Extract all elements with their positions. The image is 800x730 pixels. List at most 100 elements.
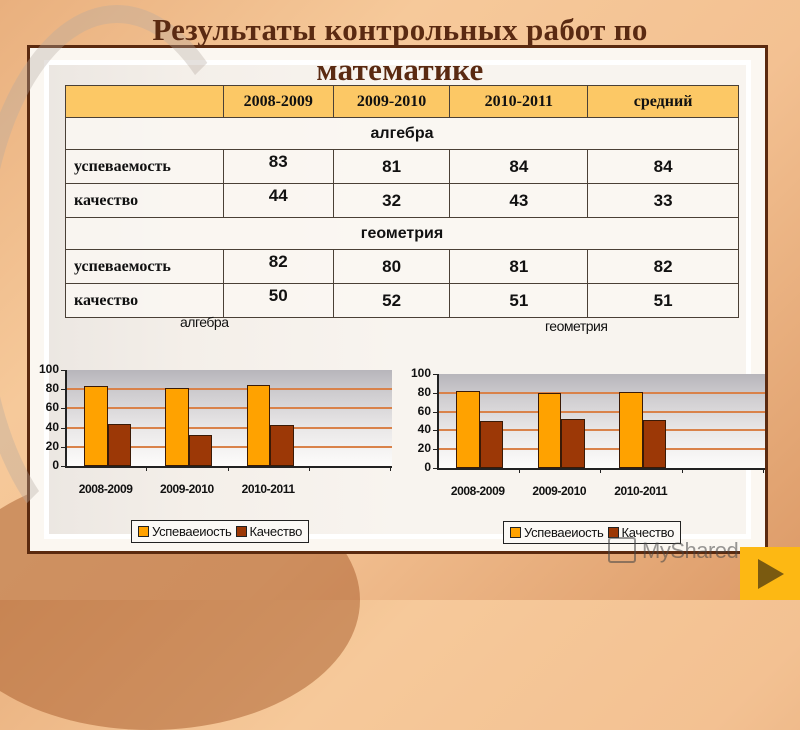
- x-category-label: 2010-2011: [241, 482, 296, 496]
- y-tick-label: 40: [45, 419, 59, 434]
- section-row-geometry: геометрия: [65, 217, 739, 250]
- row-label: качество: [65, 183, 224, 218]
- x-category-label: 2008-2009: [78, 482, 133, 496]
- x-tick-mark: [227, 466, 229, 471]
- section-row-algebra: алгебра: [65, 117, 739, 150]
- y-tick-mark: [61, 466, 65, 467]
- y-tick-label: 60: [417, 403, 431, 418]
- watermark-text: MyShared: [642, 538, 739, 563]
- legend-label: Успеваеиость: [524, 525, 604, 540]
- table-cell: 51: [449, 283, 589, 318]
- legend-swatch-quality: [235, 526, 247, 538]
- page-title: Результаты контрольных работ по математи…: [0, 10, 800, 90]
- header-cell-2009-2010: 2009-2010: [332, 85, 451, 118]
- x-tick-mark: [763, 468, 764, 473]
- title-line-2: математике: [316, 52, 484, 87]
- bar-progress: [537, 392, 562, 468]
- y-tick-label: 0: [424, 460, 431, 474]
- y-tick-mark: [61, 408, 65, 410]
- y-tick-label: 40: [417, 422, 431, 437]
- x-tick-mark: [308, 466, 310, 471]
- y-tick-mark: [433, 374, 437, 375]
- section-title: алгебра: [65, 117, 739, 150]
- next-slide-button[interactable]: [740, 547, 800, 600]
- y-tick-label: 100: [410, 366, 431, 380]
- table-cell: 81: [332, 149, 451, 184]
- bar-quality: [561, 419, 585, 468]
- header-cell-average: средний: [587, 85, 739, 118]
- row-label: качество: [65, 283, 224, 318]
- y-tick-mark: [433, 411, 437, 413]
- bar-progress: [246, 385, 271, 466]
- x-category-label: 2010-2011: [614, 484, 668, 498]
- chart-legend-geometry: Успеваеиость Качество: [503, 521, 682, 544]
- table-cell: 84: [449, 149, 589, 184]
- table-cell: 81: [449, 249, 589, 284]
- bar-quality: [107, 423, 132, 466]
- chart-caption-algebra: алгебра: [180, 314, 229, 330]
- x-category-label: 2009-2010: [159, 482, 214, 496]
- y-tick-label: 100: [38, 362, 59, 376]
- table-row: успеваемость 83 81 84 84: [65, 149, 739, 184]
- y-tick-label: 20: [417, 441, 431, 456]
- gridline: [439, 448, 765, 451]
- table-cell: 80: [332, 249, 451, 284]
- bar-quality: [270, 424, 294, 466]
- gridline: [67, 407, 392, 410]
- legend-swatch-progress: [138, 526, 149, 538]
- y-tick-mark: [61, 389, 65, 391]
- y-tick-label: 20: [45, 438, 59, 453]
- table-row: успеваемость 82 80 81 82: [65, 249, 739, 284]
- title-line-1: Результаты контрольных работ по: [152, 12, 648, 47]
- header-cell-empty: [65, 85, 224, 118]
- y-tick-label: 80: [45, 381, 59, 396]
- y-tick-mark: [433, 468, 437, 469]
- bar-quality: [188, 435, 213, 466]
- section-title: геометрия: [65, 217, 739, 250]
- legend-label: Успеваеиость: [152, 524, 232, 539]
- header-cell-2008-2009: 2008-2009: [222, 85, 334, 118]
- y-tick-label: 60: [45, 400, 59, 415]
- table-cell: 50: [222, 283, 334, 318]
- table-cell: 32: [332, 183, 451, 218]
- y-tick-mark: [61, 446, 65, 448]
- y-tick-mark: [61, 370, 65, 371]
- table-cell: 84: [587, 149, 739, 184]
- y-tick-mark: [433, 392, 437, 394]
- y-tick-mark: [61, 427, 65, 429]
- bar-progress: [619, 391, 643, 468]
- y-tick-mark: [433, 430, 437, 432]
- table-header-row: 2008-2009 2009-2010 2010-2011 средний: [65, 85, 739, 118]
- plot-area: [65, 370, 392, 468]
- gridline: [439, 410, 765, 413]
- y-tick-mark: [433, 449, 437, 451]
- bar-progress: [456, 390, 480, 468]
- y-tick-label: 0: [52, 458, 59, 472]
- results-table: 2008-2009 2009-2010 2010-2011 средний ал…: [65, 85, 739, 318]
- gridline: [67, 445, 392, 448]
- table-row: качество 50 52 51 51: [65, 283, 739, 318]
- bar-progress: [165, 388, 189, 466]
- chart-legend-algebra: Успеваеиость Качество: [131, 520, 310, 543]
- chart-caption-geometry: геометрия: [545, 318, 608, 334]
- gridline: [67, 426, 392, 429]
- legend-label: Качество: [621, 525, 675, 540]
- legend-swatch-progress: [510, 527, 521, 539]
- x-tick-mark: [390, 466, 391, 471]
- table-row: качество 44 32 43 33: [65, 183, 739, 218]
- table-cell: 83: [222, 149, 334, 184]
- gridline: [67, 388, 392, 391]
- table-cell: 51: [587, 283, 739, 318]
- bar-quality: [479, 421, 504, 468]
- plot-area: [437, 374, 765, 470]
- table-cell: 82: [587, 249, 739, 284]
- table-cell: 82: [222, 249, 334, 284]
- table-cell: 44: [222, 183, 334, 218]
- gridline: [439, 391, 765, 394]
- row-label: успеваемость: [65, 149, 224, 184]
- x-tick-mark: [146, 466, 148, 471]
- table-cell: 33: [587, 183, 739, 218]
- x-tick-mark: [600, 468, 601, 473]
- y-tick-label: 80: [417, 384, 431, 399]
- x-tick-mark: [681, 468, 683, 473]
